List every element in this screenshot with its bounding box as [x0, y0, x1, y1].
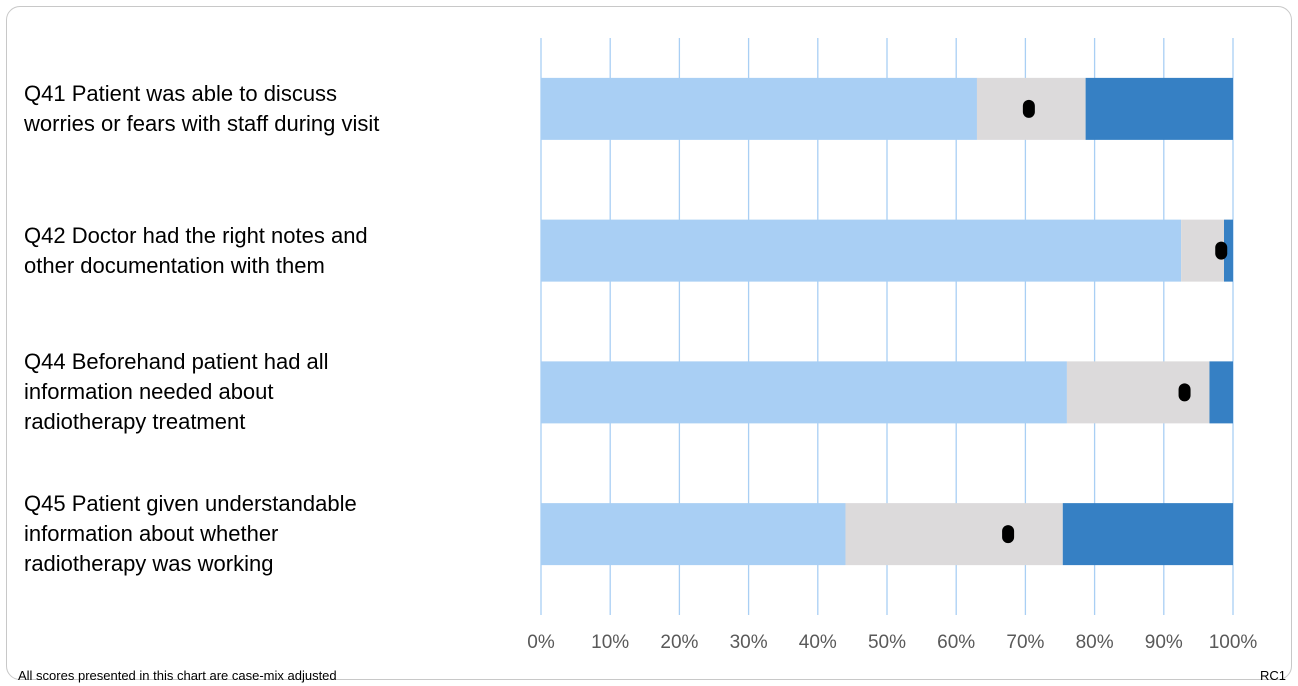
x-tick-label: 100% [1209, 632, 1258, 653]
category-label-line: radiotherapy treatment [24, 409, 246, 435]
x-tick-label: 0% [527, 632, 555, 653]
bar-segment [541, 361, 1067, 424]
bar-segment [1224, 219, 1233, 282]
category-label-line: information about whether [24, 521, 279, 547]
x-tick-label: 10% [591, 632, 629, 653]
category-label: Q41 Patient was able to discuss worries o… [24, 79, 494, 139]
x-tick-label: 30% [730, 632, 768, 653]
score-marker [1002, 525, 1015, 544]
category-label: Q44 Beforehand patient had all informatio… [24, 347, 494, 437]
bar-segment [1085, 77, 1233, 140]
x-tick-label: 70% [1006, 632, 1044, 653]
category-label-line: Q41 Patient was able to discuss [24, 80, 338, 106]
category-label-line: worries or fears with staff during visit [24, 110, 380, 136]
bar-segment [541, 77, 977, 140]
category-label-line: Q44 Beforehand patient had all [24, 349, 329, 375]
category-label-line: information needed about [24, 379, 274, 405]
x-tick-label: 40% [799, 632, 837, 653]
x-tick-label: 50% [868, 632, 906, 653]
bar-segment [541, 219, 1182, 282]
x-tick-label: 90% [1145, 632, 1183, 653]
category-label-line: Q42 Doctor had the right notes and [24, 222, 368, 248]
category-label: Q45 Patient given understandable informat… [24, 489, 494, 579]
category-label-line: other documentation with them [24, 252, 325, 278]
x-tick-label: 60% [937, 632, 975, 653]
bar-segment [541, 503, 846, 566]
score-marker [1022, 99, 1035, 118]
score-marker [1178, 383, 1191, 402]
bar-segment [1062, 503, 1233, 566]
category-label: Q42 Doctor had the right notes and other … [24, 221, 494, 281]
x-tick-label: 80% [1076, 632, 1114, 653]
score-marker [1215, 241, 1228, 260]
category-label-line: radiotherapy was working [24, 551, 274, 577]
bar-segment [845, 503, 1063, 566]
category-label-line: Q45 Patient given understandable [24, 491, 357, 517]
chart-code: RC1 [1259, 668, 1286, 683]
footnote: All scores presented in this chart are c… [18, 668, 337, 683]
bar-segment [1209, 361, 1233, 424]
x-tick-label: 20% [660, 632, 698, 653]
